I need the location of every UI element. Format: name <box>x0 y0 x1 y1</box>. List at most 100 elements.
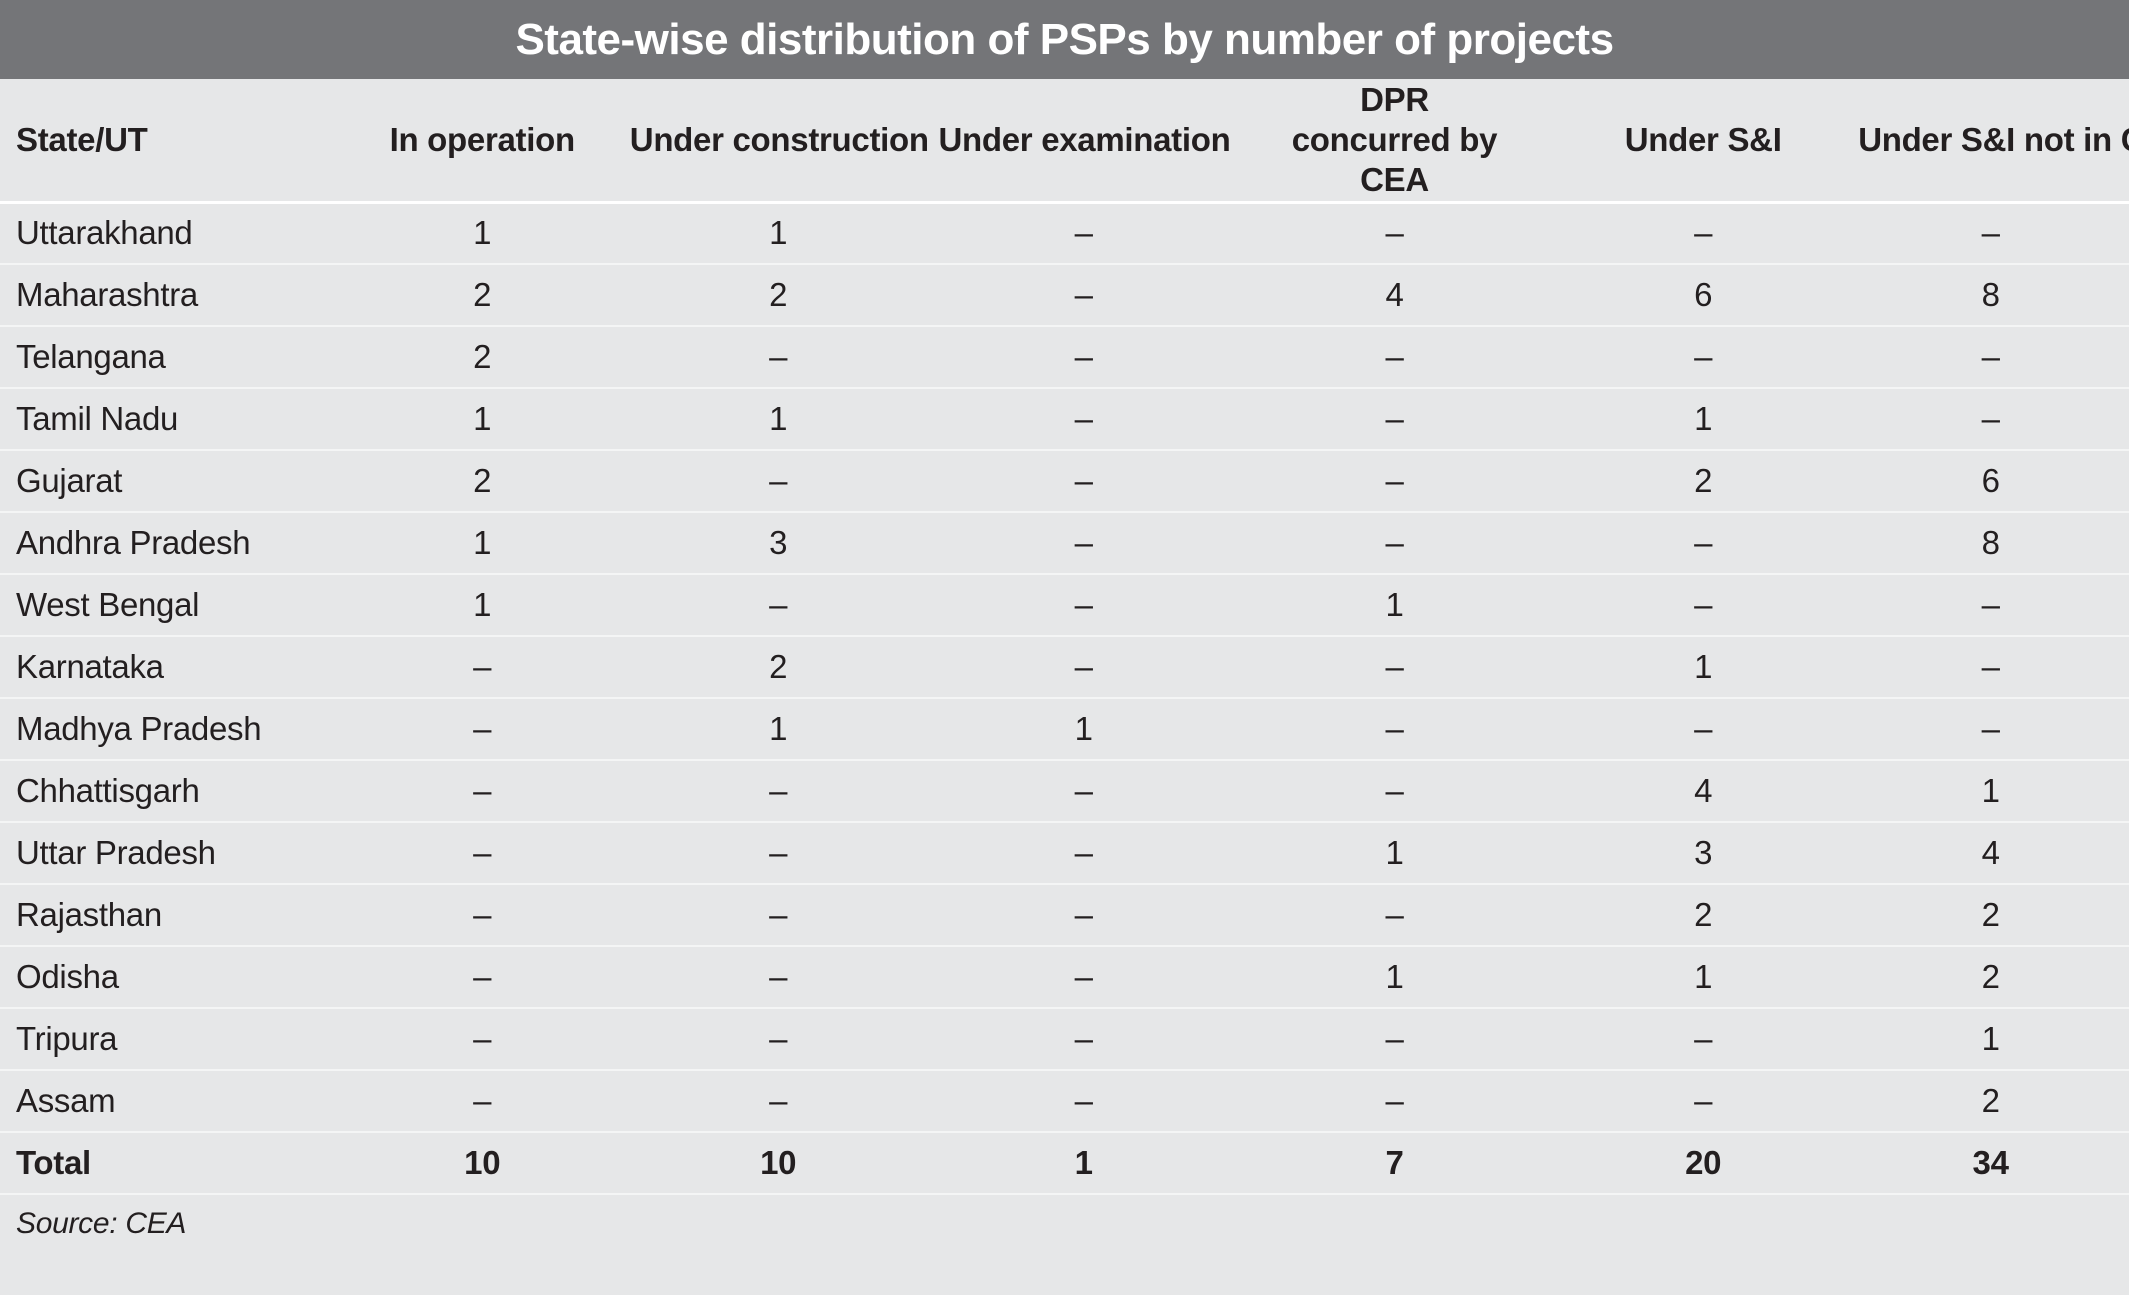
value-cell: 8 <box>1852 512 2129 575</box>
value-cell: 34 <box>1852 1132 2129 1195</box>
value-cell: 1 <box>1234 946 1555 1009</box>
total-row: Total 10 10 1 7 20 34 <box>0 1132 2129 1195</box>
value-cell: – <box>1234 698 1555 761</box>
psp-table: State/UT In operation Under construction… <box>0 79 2129 1195</box>
state-cell: Tamil Nadu <box>0 388 341 451</box>
value-cell: 2 <box>1852 946 2129 1009</box>
value-cell: – <box>340 884 624 947</box>
value-cell: 2 <box>1554 884 1853 947</box>
state-cell: Chhattisgarh <box>0 760 341 823</box>
column-header-in-operation: In operation <box>340 79 624 204</box>
value-cell: 1 <box>340 202 624 265</box>
value-cell: – <box>623 884 933 947</box>
value-cell: 1 <box>932 1132 1235 1195</box>
value-cell: – <box>1554 1008 1853 1071</box>
value-cell: – <box>1234 512 1555 575</box>
table-row: Uttar Pradesh – – – 1 3 4 <box>0 822 2129 885</box>
value-cell: – <box>340 636 624 699</box>
value-cell: 10 <box>623 1132 933 1195</box>
value-cell: – <box>1234 326 1555 389</box>
state-cell: Tripura <box>0 1008 341 1071</box>
value-cell: – <box>932 822 1235 885</box>
value-cell: – <box>932 636 1235 699</box>
state-cell: Maharashtra <box>0 264 341 327</box>
value-cell: – <box>623 1070 933 1133</box>
value-cell: 6 <box>1852 450 2129 513</box>
value-cell: 1 <box>1852 760 2129 823</box>
value-cell: 2 <box>623 264 933 327</box>
value-cell: – <box>340 1070 624 1133</box>
state-cell: Telangana <box>0 326 341 389</box>
value-cell: – <box>1234 884 1555 947</box>
value-cell: – <box>623 1008 933 1071</box>
table-row: Rajasthan – – – – 2 2 <box>0 884 2129 947</box>
column-header-label: DPR concurred by CEA <box>1291 81 1498 198</box>
value-cell: 3 <box>1554 822 1853 885</box>
column-header-dpr-concurred-by-cea: DPR concurred by CEA <box>1234 79 1555 204</box>
table-row: West Bengal 1 – – 1 – – <box>0 574 2129 637</box>
value-cell: – <box>1234 388 1555 451</box>
value-cell: – <box>932 1070 1235 1133</box>
column-header-under-construction: Under construction <box>623 79 933 204</box>
value-cell: 2 <box>340 326 624 389</box>
value-cell: – <box>1852 388 2129 451</box>
table-row: Chhattisgarh – – – – 4 1 <box>0 760 2129 823</box>
value-cell: – <box>1234 1070 1555 1133</box>
state-cell: West Bengal <box>0 574 341 637</box>
table-row: Assam – – – – – 2 <box>0 1070 2129 1133</box>
value-cell: – <box>340 822 624 885</box>
column-header-state: State/UT <box>0 79 341 204</box>
value-cell: – <box>1852 202 2129 265</box>
value-cell: – <box>623 450 933 513</box>
table-row: Karnataka – 2 – – 1 – <box>0 636 2129 699</box>
value-cell: 1 <box>932 698 1235 761</box>
value-cell: 1 <box>1554 636 1853 699</box>
column-header-under-si: Under S&I <box>1554 79 1853 204</box>
value-cell: – <box>932 574 1235 637</box>
column-header-label: Under S&I <box>1624 120 1782 158</box>
value-cell: 1 <box>1554 946 1853 1009</box>
value-cell: 6 <box>1554 264 1853 327</box>
value-cell: 4 <box>1234 264 1555 327</box>
value-cell: – <box>340 1008 624 1071</box>
value-cell: 1 <box>1234 822 1555 885</box>
value-cell: 1 <box>1234 574 1555 637</box>
table-row: Odisha – – – 1 1 2 <box>0 946 2129 1009</box>
value-cell: – <box>932 264 1235 327</box>
value-cell: – <box>932 326 1235 389</box>
value-cell: 4 <box>1852 822 2129 885</box>
value-cell: 7 <box>1234 1132 1555 1195</box>
table-row: Andhra Pradesh 1 3 – – – 8 <box>0 512 2129 575</box>
column-header-under-examination: Under examination <box>932 79 1235 204</box>
value-cell: 20 <box>1554 1132 1853 1195</box>
value-cell: – <box>1554 202 1853 265</box>
value-cell: – <box>932 388 1235 451</box>
state-cell: Odisha <box>0 946 341 1009</box>
value-cell: 1 <box>623 698 933 761</box>
value-cell: – <box>932 760 1235 823</box>
state-cell: Uttarakhand <box>0 202 341 265</box>
value-cell: 4 <box>1554 760 1853 823</box>
state-cell: Gujarat <box>0 450 341 513</box>
table-row: Madhya Pradesh – 1 1 – – – <box>0 698 2129 761</box>
state-cell: Karnataka <box>0 636 341 699</box>
value-cell: – <box>340 760 624 823</box>
column-header-label: Under construction <box>629 120 929 158</box>
value-cell: 2 <box>1852 884 2129 947</box>
column-header-label: Under examination <box>938 120 1231 158</box>
value-cell: 1 <box>1554 388 1853 451</box>
value-cell: – <box>623 822 933 885</box>
value-cell: 1 <box>340 512 624 575</box>
value-cell: – <box>1554 698 1853 761</box>
table-row: Gujarat 2 – – – 2 6 <box>0 450 2129 513</box>
value-cell: 1 <box>1852 1008 2129 1071</box>
state-cell: Madhya Pradesh <box>0 698 341 761</box>
page-title: State-wise distribution of PSPs by numbe… <box>515 14 1614 64</box>
value-cell: – <box>1852 326 2129 389</box>
table-body: Uttarakhand 1 1 – – – – Maharashtra 2 2 … <box>0 202 2129 1195</box>
value-cell: – <box>1852 698 2129 761</box>
value-cell: – <box>932 946 1235 1009</box>
state-cell: Assam <box>0 1070 341 1133</box>
value-cell: – <box>623 946 933 1009</box>
value-cell: – <box>1234 1008 1555 1071</box>
